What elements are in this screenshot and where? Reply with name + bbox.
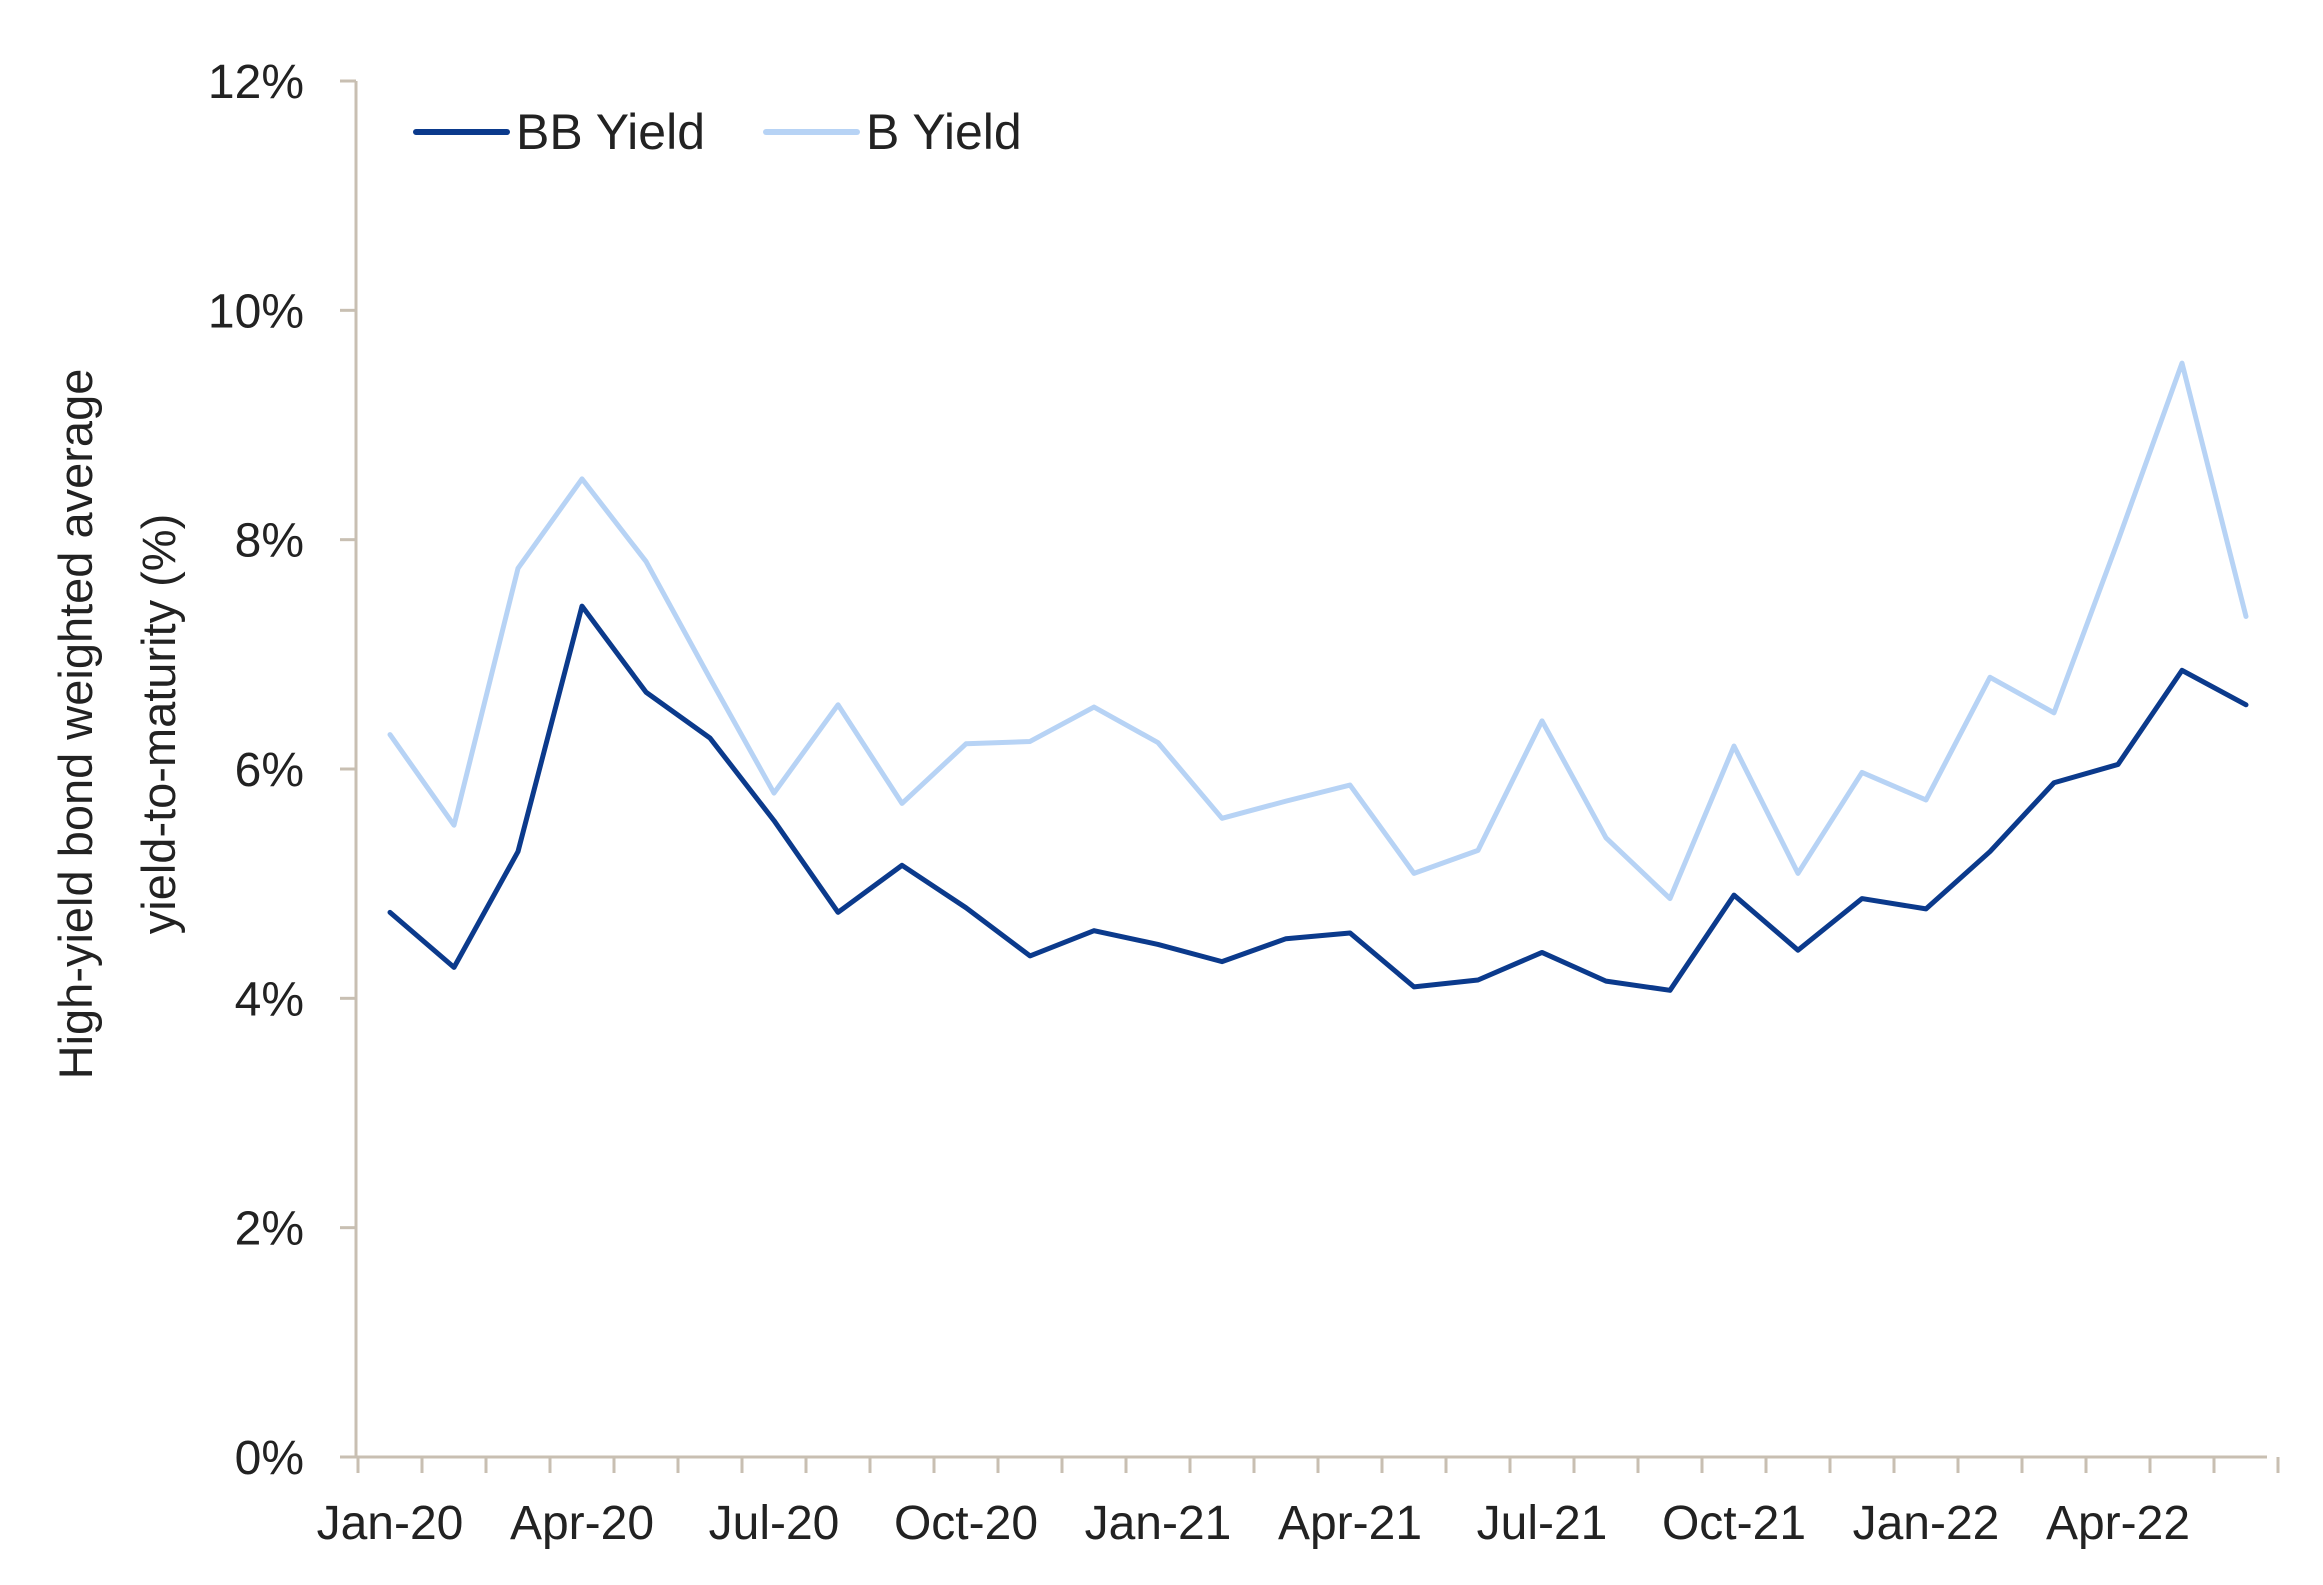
legend-label: B Yield xyxy=(866,104,1022,160)
x-tick-label: Jan-20 xyxy=(317,1497,464,1550)
x-tick-label: Jan-22 xyxy=(1853,1497,2000,1550)
x-tick-label: Jul-21 xyxy=(1477,1497,1608,1550)
series-line-b-yield xyxy=(387,360,2249,902)
x-tick-label: Apr-20 xyxy=(510,1497,654,1550)
x-tick-label: Jan-21 xyxy=(1085,1497,1232,1550)
y-tick-label: 0% xyxy=(235,1432,304,1485)
y-axis-title-line-2: yield-to-maturity (%) xyxy=(132,514,185,934)
y-tick-label: 4% xyxy=(235,973,304,1026)
y-tick-label: 2% xyxy=(235,1203,304,1256)
series-line-bb-yield xyxy=(387,603,2249,993)
y-axis-title: High-yield bond weighted average yield-t… xyxy=(49,369,185,1080)
legend-item: B Yield xyxy=(763,104,1022,160)
legend-item: BB Yield xyxy=(413,104,705,160)
y-axis: 0% 2% 4% 6% 8% 10% 12% xyxy=(208,56,358,1485)
series-layer xyxy=(387,360,2249,993)
y-tick-label: 10% xyxy=(208,285,304,338)
x-tick-label: Oct-20 xyxy=(894,1497,1038,1550)
x-axis: Jan-20 Apr-20 Jul-20 Oct-20 Jan-21 Apr-21 Jul-… xyxy=(317,1455,2280,1550)
x-tick-label: Oct-21 xyxy=(1662,1497,1806,1550)
y-tick-label: 6% xyxy=(235,744,304,797)
y-tick-label: 8% xyxy=(235,515,304,568)
x-tick-label: Apr-22 xyxy=(2046,1497,2190,1550)
legend-label: BB Yield xyxy=(516,104,705,160)
y-tick-label: 12% xyxy=(208,56,304,109)
legend: BB Yield B Yield xyxy=(413,104,1022,160)
y-axis-title-line-1: High-yield bond weighted average xyxy=(49,369,102,1080)
x-tick-label: Apr-21 xyxy=(1278,1497,1422,1550)
x-tick-label: Jul-20 xyxy=(709,1497,840,1550)
